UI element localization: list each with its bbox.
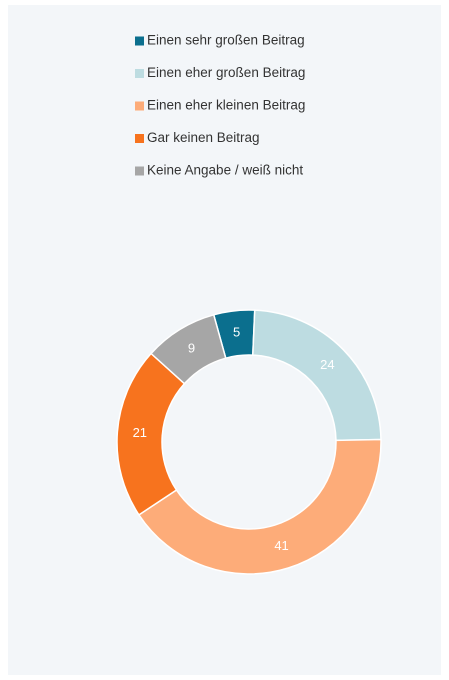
legend-swatch: [135, 36, 144, 46]
legend-label: Einen sehr großen Beitrag: [147, 33, 305, 48]
legend-label: Keine Angabe / weiß nicht: [147, 163, 303, 178]
legend-label: Einen eher kleinen Beitrag: [147, 98, 305, 113]
data-label: 9: [188, 340, 195, 355]
legend-label: Gar keinen Beitrag: [147, 130, 260, 145]
legend-swatch: [135, 101, 144, 111]
legend-label: Einen eher großen Beitrag: [147, 65, 305, 80]
data-label: 41: [274, 538, 288, 553]
legend-swatch: [135, 69, 144, 78]
data-label: 24: [320, 357, 334, 372]
slice: [149, 313, 227, 385]
data-label: 5: [233, 325, 240, 340]
legend-swatch: [135, 134, 144, 143]
slice: [137, 438, 382, 575]
legend-swatch: [135, 166, 144, 176]
data-label: 21: [133, 425, 147, 440]
